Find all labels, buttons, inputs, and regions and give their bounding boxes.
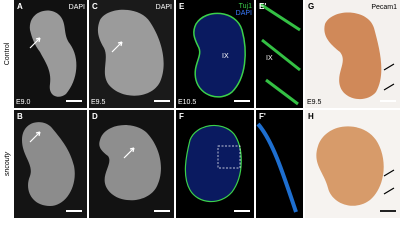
panel-label: H <box>308 112 314 121</box>
arrow <box>29 37 41 49</box>
stain-label: DAPI <box>156 4 172 11</box>
embryo <box>184 124 242 203</box>
arrow <box>29 131 41 143</box>
arrow <box>111 41 123 53</box>
arrow <box>383 169 395 195</box>
annotation: IX <box>266 55 273 62</box>
embryo <box>97 9 164 96</box>
panel-label: F' <box>259 112 266 121</box>
annotation: IX <box>222 53 229 60</box>
panel-label: E' <box>259 2 266 11</box>
panel-label: A <box>17 2 23 11</box>
panel-label: F <box>179 112 184 121</box>
arrow <box>123 147 135 159</box>
stain-label: DAPI <box>236 10 252 17</box>
stage-label: E9.5 <box>307 99 322 106</box>
embryo <box>99 125 161 201</box>
embryo <box>316 126 384 206</box>
row-label: sncouty <box>4 151 11 176</box>
stage-label: E10.5 <box>178 99 196 106</box>
stain-label: Tuj1 <box>239 3 252 10</box>
embryo <box>29 10 77 97</box>
embryo <box>324 12 382 100</box>
arrow <box>383 63 395 91</box>
tissue <box>256 122 298 213</box>
stain-label: Pecam1 <box>371 4 397 11</box>
figure: Control sncouty A B C D E F E' F' G H DA… <box>4 0 400 218</box>
panel-label: C <box>92 2 98 11</box>
panel-label: D <box>92 112 98 121</box>
panel-label: B <box>17 112 23 121</box>
zoom-box <box>217 145 241 169</box>
embryo <box>193 12 246 98</box>
nerve-fibers <box>259 2 301 106</box>
row-label: Control <box>4 42 11 65</box>
stain-label: DAPI <box>69 4 85 11</box>
embryo <box>22 122 75 206</box>
stage-label: E9.0 <box>16 99 31 106</box>
panel-label: G <box>308 2 314 11</box>
stage-label: E9.5 <box>91 99 106 106</box>
panel-label: E <box>179 2 185 11</box>
